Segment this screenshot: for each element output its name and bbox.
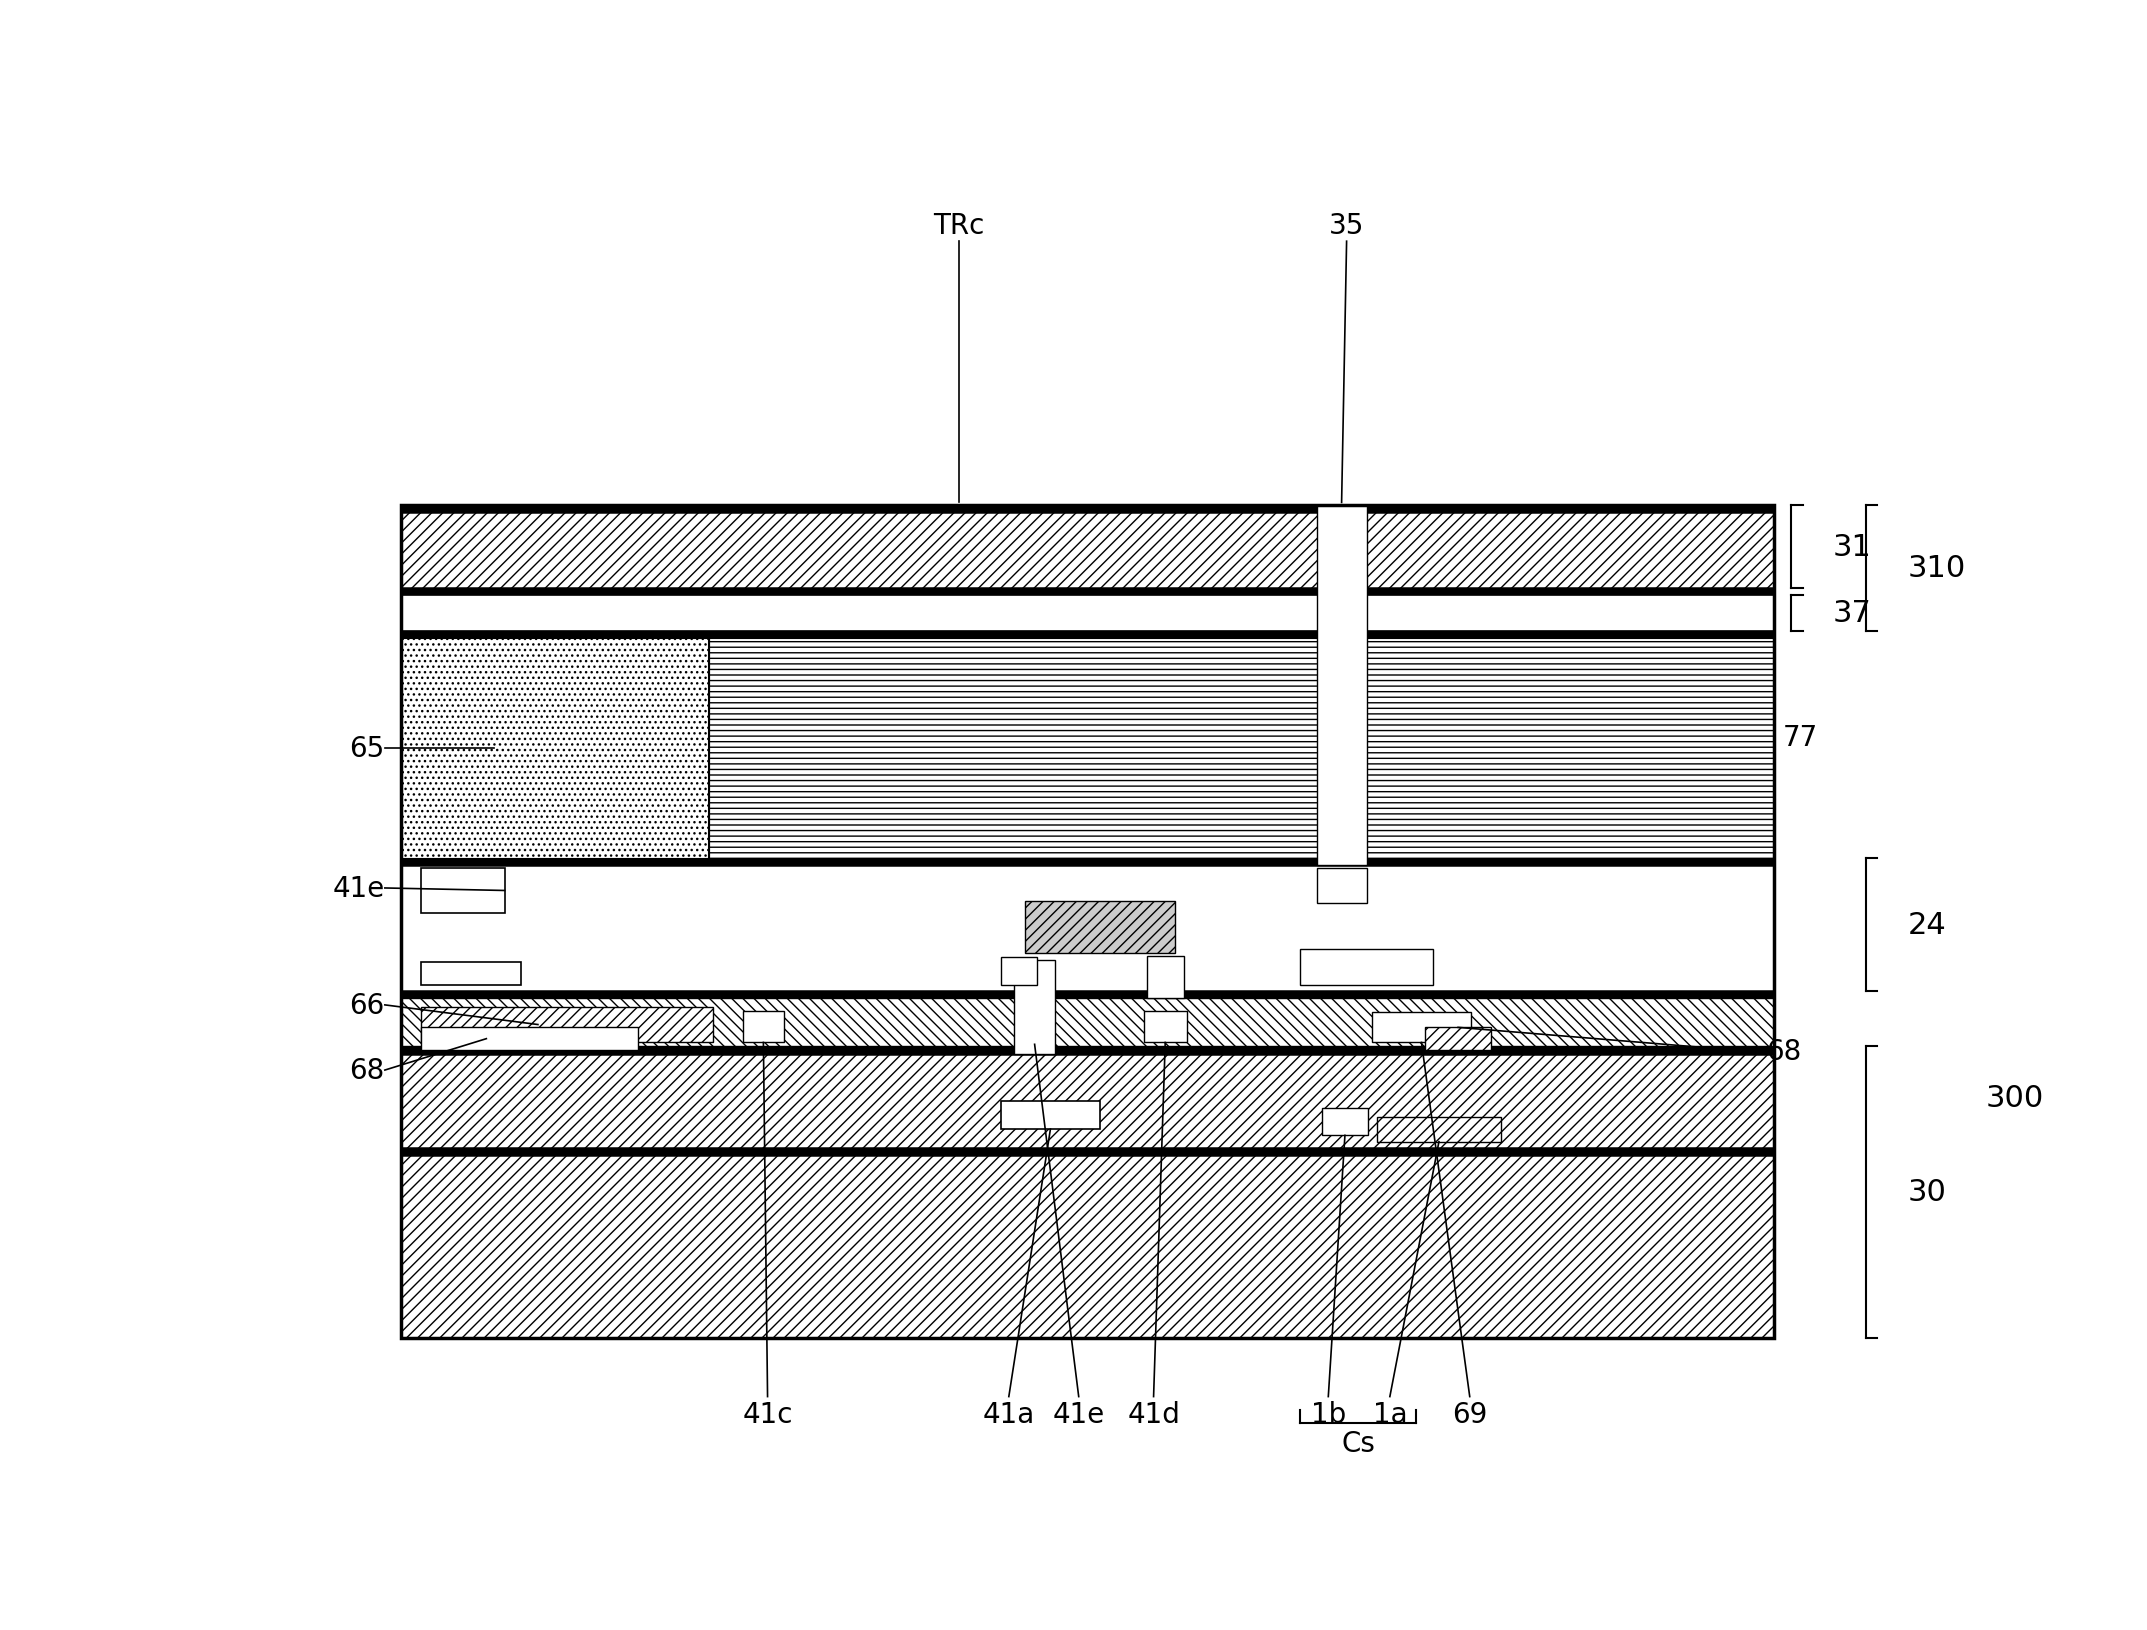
Text: 41a: 41a xyxy=(983,1400,1035,1428)
Text: 41e: 41e xyxy=(333,874,384,903)
Bar xyxy=(1001,1102,1099,1130)
Bar xyxy=(401,1055,1773,1148)
Bar xyxy=(1299,950,1434,985)
Bar xyxy=(401,999,1773,1046)
Bar xyxy=(401,639,709,859)
Bar xyxy=(401,513,1773,588)
Text: 68: 68 xyxy=(1765,1038,1801,1066)
Text: 1b: 1b xyxy=(1310,1400,1346,1428)
Bar xyxy=(401,505,1773,1338)
Text: 31: 31 xyxy=(1834,533,1872,561)
Text: 24: 24 xyxy=(1907,910,1945,939)
Text: 310: 310 xyxy=(1907,554,1967,584)
Text: Cs: Cs xyxy=(1342,1430,1376,1457)
Text: 35: 35 xyxy=(1329,212,1363,240)
Text: 41d: 41d xyxy=(1127,1400,1181,1428)
Bar xyxy=(421,962,522,985)
Text: 77: 77 xyxy=(1782,724,1819,751)
Bar xyxy=(1376,1117,1501,1143)
Text: 30: 30 xyxy=(1907,1177,1945,1206)
Bar xyxy=(401,631,1773,639)
Bar xyxy=(1001,957,1037,985)
Bar xyxy=(1323,1108,1368,1136)
Bar xyxy=(1013,960,1056,1055)
Text: 37: 37 xyxy=(1834,600,1872,628)
Bar xyxy=(1146,957,1183,999)
Bar xyxy=(401,1148,1773,1156)
Text: 66: 66 xyxy=(350,991,384,1019)
Text: 41c: 41c xyxy=(743,1400,792,1428)
Bar xyxy=(1316,505,1368,866)
Text: 300: 300 xyxy=(1986,1084,2044,1113)
Bar xyxy=(401,1046,1773,1055)
Bar xyxy=(1144,1011,1187,1043)
Bar xyxy=(401,1156,1773,1338)
Bar xyxy=(1426,1029,1492,1050)
Bar xyxy=(401,505,1773,513)
Bar xyxy=(743,1011,784,1043)
Bar xyxy=(401,639,1773,859)
Bar xyxy=(1316,869,1368,903)
Bar xyxy=(401,866,1773,991)
Text: 69: 69 xyxy=(1451,1400,1488,1428)
Bar xyxy=(401,859,1773,866)
Bar xyxy=(421,1007,713,1043)
Bar xyxy=(421,1029,638,1050)
Bar xyxy=(1026,954,1174,989)
Text: 68: 68 xyxy=(350,1056,384,1084)
Text: 1a: 1a xyxy=(1372,1400,1406,1428)
Bar xyxy=(421,869,505,913)
Text: 41e: 41e xyxy=(1052,1400,1106,1428)
Bar xyxy=(1026,901,1174,954)
Bar xyxy=(1372,1012,1471,1043)
Bar xyxy=(401,597,1773,631)
Bar xyxy=(401,588,1773,597)
Text: TRc: TRc xyxy=(934,212,985,240)
Text: 65: 65 xyxy=(350,735,384,763)
Bar xyxy=(401,991,1773,999)
